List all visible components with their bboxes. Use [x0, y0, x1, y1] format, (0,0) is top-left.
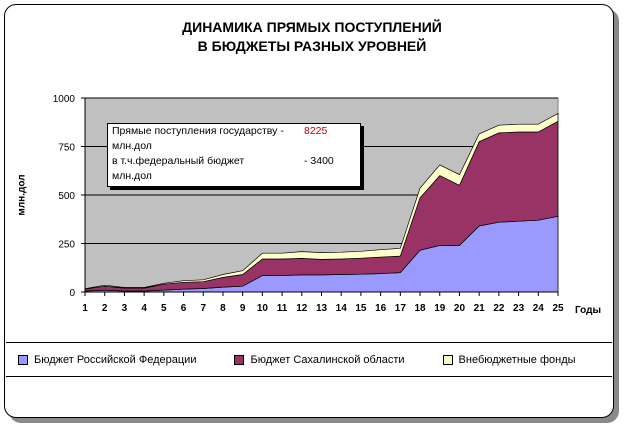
x-tick-label: 22 — [493, 303, 505, 314]
annotation-federal-label: в т.ч.федеральный бюджет — [112, 155, 245, 167]
y-tick-label: 1000 — [53, 94, 76, 105]
legend-item-regional: Бюджет Сахалинской области — [234, 353, 405, 366]
legend-swatch-federal — [18, 354, 28, 365]
x-tick-label: 17 — [395, 303, 407, 314]
x-tick-label: 19 — [434, 303, 446, 314]
annotation-line-4: млн.дол — [112, 170, 152, 182]
annotation-federal-value: - 3400 — [304, 155, 334, 167]
y-tick-label: 500 — [58, 191, 75, 202]
annotation-total-value: 8225 — [304, 125, 328, 137]
legend-item-federal: Бюджет Российской Федерации — [18, 354, 196, 366]
annotation-line-1: Прямые поступления государству - 8225 — [108, 124, 360, 139]
x-tick-label: 16 — [375, 303, 387, 314]
x-tick-label: 18 — [414, 303, 426, 314]
legend-label-regional: Бюджет Сахалинской области — [250, 353, 405, 366]
legend: Бюджет Российской Федерации Бюджет Сахал… — [6, 342, 612, 377]
x-tick-label: 10 — [257, 303, 269, 314]
x-tick-label: 2 — [102, 303, 108, 314]
legend-swatch-offbudget — [442, 354, 453, 365]
x-tick-label: 23 — [513, 303, 525, 314]
annotation-total-label: Прямые поступления государству - — [112, 125, 284, 137]
x-tick-label: 3 — [122, 303, 128, 314]
chart-title-line1: ДИНАМИКА ПРЯМЫХ ПОСТУПЛЕНИЙ — [182, 19, 442, 35]
chart-title-line2: В БЮДЖЕТЫ РАЗНЫХ УРОВНЕЙ — [197, 38, 427, 54]
x-tick-label: 6 — [181, 303, 187, 314]
x-axis-label: Годы — [575, 305, 602, 316]
x-tick-label: 24 — [533, 303, 545, 314]
annotation-line-2: млн.дол — [112, 140, 152, 152]
legend-label-federal: Бюджет Российской Федерации — [34, 353, 197, 366]
area-series-3 — [84, 112, 559, 290]
annotation-box: Прямые поступления государству - 8225 мл… — [107, 123, 361, 187]
x-tick-label: 5 — [161, 303, 167, 314]
x-tick-label: 7 — [200, 303, 206, 314]
x-tick-label: 8 — [220, 303, 226, 314]
x-tick-label: 1 — [82, 303, 88, 314]
x-tick-label: 9 — [240, 303, 246, 314]
x-tick-label: 13 — [316, 303, 328, 314]
x-tick-label: 25 — [552, 303, 564, 314]
x-tick-label: 4 — [141, 303, 147, 314]
annotation-line-3: в т.ч.федеральный бюджет - 3400 — [108, 154, 360, 169]
x-tick-label: 12 — [296, 303, 308, 314]
legend-label-offbudget: Внебюджетные фонды — [458, 353, 576, 366]
y-tick-label: 250 — [58, 240, 75, 251]
x-tick-label: 14 — [336, 303, 348, 314]
x-tick-label: 11 — [277, 303, 288, 314]
x-tick-label: 21 — [474, 303, 486, 314]
x-tick-label: 15 — [355, 303, 367, 314]
legend-swatch-regional — [234, 354, 245, 365]
x-tick-label: 20 — [454, 303, 466, 314]
legend-item-offbudget: Внебюджетные фонды — [442, 353, 576, 366]
y-tick-label: 0 — [69, 288, 75, 299]
y-tick-label: 750 — [58, 143, 75, 154]
